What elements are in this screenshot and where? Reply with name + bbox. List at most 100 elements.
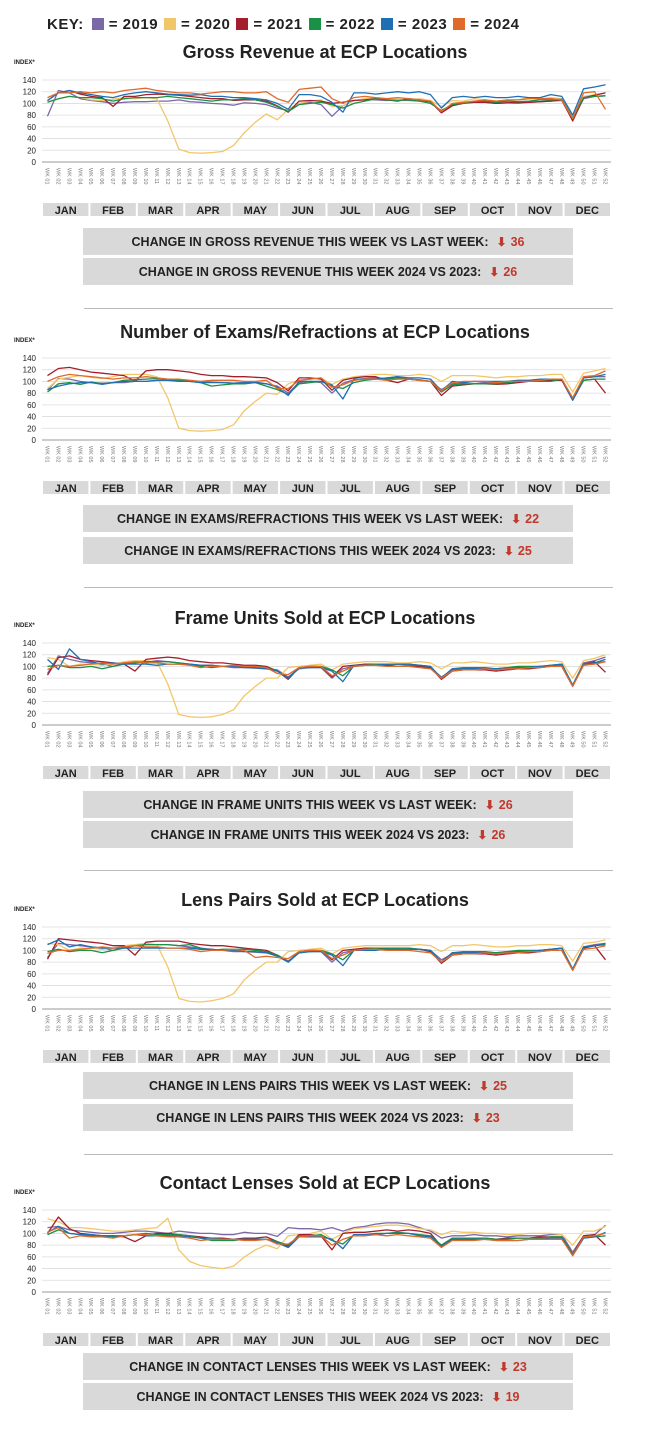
x-tick-label: WK 47 <box>547 1015 553 1032</box>
x-tick-label: WK 40 <box>470 1015 476 1032</box>
x-tick-label: WK 27 <box>328 168 334 185</box>
x-tick-label: WK 47 <box>547 168 553 185</box>
y-tick-label: 100 <box>23 662 37 671</box>
x-tick-label: WK 43 <box>503 446 509 463</box>
x-tick-label: WK 21 <box>262 1015 268 1032</box>
x-tick-label: WK 50 <box>580 168 586 185</box>
month-band <box>469 1333 516 1346</box>
change-value: 26 <box>498 797 513 812</box>
month-label: JUN <box>292 205 314 216</box>
x-tick-label: WK 03 <box>65 168 71 185</box>
change-label: CHANGE IN LENS PAIRS THIS WEEK VS LAST W… <box>149 1078 472 1093</box>
x-tick-label: WK 52 <box>602 446 608 463</box>
key-item-2023: = 2023 <box>380 16 447 33</box>
month-label: MAR <box>148 1335 173 1346</box>
x-tick-label: WK 04 <box>76 1015 82 1032</box>
x-tick-label: WK 06 <box>98 1298 104 1315</box>
x-tick-label: WK 50 <box>580 731 586 748</box>
x-tick-label: WK 01 <box>43 731 49 748</box>
frame-units-weekly-change-box: CHANGE IN FRAME UNITS THIS WEEK VS LAST … <box>83 791 573 818</box>
x-tick-label: WK 34 <box>405 1298 411 1315</box>
series-line-2022 <box>47 95 606 119</box>
x-tick-label: WK 33 <box>394 1015 400 1032</box>
month-band <box>374 1333 421 1346</box>
change-label: CHANGE IN CONTACT LENSES THIS WEEK 2024 … <box>136 1389 484 1404</box>
month-band <box>327 481 373 494</box>
x-tick-label: WK 15 <box>197 731 203 748</box>
y-tick-label: 120 <box>23 1218 37 1227</box>
month-label: OCT <box>481 1335 505 1346</box>
month-band <box>90 1050 136 1063</box>
x-tick-label: WK 02 <box>54 168 60 185</box>
x-tick-label: WK 26 <box>317 1298 323 1315</box>
series-line-2020 <box>47 939 606 1003</box>
frame-units-chart-title: Frame Units Sold at ECP Locations <box>174 608 476 628</box>
month-band <box>137 481 184 494</box>
x-tick-label: WK 43 <box>503 168 509 185</box>
y-tick-label: 80 <box>27 674 36 683</box>
key-item-2022: = 2022 <box>308 16 375 33</box>
x-tick-label: WK 29 <box>350 1298 356 1315</box>
x-tick-label: WK 47 <box>547 1298 553 1315</box>
x-tick-label: WK 35 <box>416 731 422 748</box>
x-tick-label: WK 44 <box>514 1298 520 1315</box>
month-label: JUN <box>292 483 314 494</box>
y-tick-label: 0 <box>32 721 37 730</box>
month-band <box>43 481 89 494</box>
series-line-2020 <box>47 367 606 432</box>
x-tick-label: WK 36 <box>426 731 432 748</box>
x-tick-label: WK 39 <box>459 1015 465 1032</box>
x-tick-label: WK 15 <box>197 446 203 463</box>
lens-pairs-chart-title: Lens Pairs Sold at ECP Locations <box>181 890 469 910</box>
month-band <box>185 481 231 494</box>
month-band <box>90 1333 136 1346</box>
x-tick-label: WK 50 <box>580 1015 586 1032</box>
x-tick-label: WK 16 <box>208 731 214 748</box>
x-tick-label: WK 20 <box>251 731 257 748</box>
x-tick-label: WK 27 <box>328 446 334 463</box>
x-tick-label: WK 51 <box>591 446 597 463</box>
x-tick-label: WK 08 <box>120 446 126 463</box>
x-tick-label: WK 30 <box>361 1298 367 1315</box>
month-label: DEC <box>576 1052 599 1063</box>
gross-revenue-weekly-change-box: CHANGE IN GROSS REVENUE THIS WEEK VS LAS… <box>83 228 573 255</box>
x-tick-label: WK 29 <box>350 446 356 463</box>
x-tick-label: WK 42 <box>492 1015 498 1032</box>
x-tick-label: WK 37 <box>437 168 443 185</box>
x-tick-label: WK 34 <box>405 731 411 748</box>
x-tick-label: WK 28 <box>339 1015 345 1032</box>
month-label: AUG <box>385 1335 409 1346</box>
x-tick-label: WK 20 <box>251 1015 257 1032</box>
section-divider <box>84 308 613 309</box>
x-tick-label: WK 24 <box>295 168 301 185</box>
month-label: MAY <box>244 1335 268 1346</box>
series-line-2023 <box>47 84 606 116</box>
month-band <box>564 481 610 494</box>
x-tick-label: WK 35 <box>416 446 422 463</box>
month-band <box>185 766 231 779</box>
month-band <box>185 1050 231 1063</box>
change-label: CHANGE IN GROSS REVENUE THIS WEEK 2024 V… <box>138 264 482 279</box>
month-label: AUG <box>385 768 409 779</box>
x-tick-label: WK 06 <box>98 446 104 463</box>
month-label: AUG <box>385 483 409 494</box>
month-label: JAN <box>55 483 77 494</box>
x-tick-label: WK 17 <box>219 731 225 748</box>
y-tick-label: 140 <box>23 639 37 648</box>
x-tick-label: WK 10 <box>142 168 148 185</box>
month-label: JUN <box>292 1335 314 1346</box>
x-tick-label: WK 45 <box>525 1015 531 1032</box>
x-tick-label: WK 28 <box>339 1298 345 1315</box>
month-label: MAY <box>244 1052 268 1063</box>
x-tick-label: WK 47 <box>547 446 553 463</box>
series-line-2024 <box>47 86 607 120</box>
x-tick-label: WK 16 <box>208 1015 214 1032</box>
x-tick-label: WK 45 <box>525 731 531 748</box>
month-label: JAN <box>55 1052 77 1063</box>
x-tick-label: WK 52 <box>602 1298 608 1315</box>
month-label: JUL <box>340 768 361 779</box>
x-tick-label: WK 41 <box>481 168 487 185</box>
y-tick-label: 0 <box>32 158 37 167</box>
x-tick-label: WK 21 <box>262 446 268 463</box>
x-tick-label: WK 29 <box>350 1015 356 1032</box>
